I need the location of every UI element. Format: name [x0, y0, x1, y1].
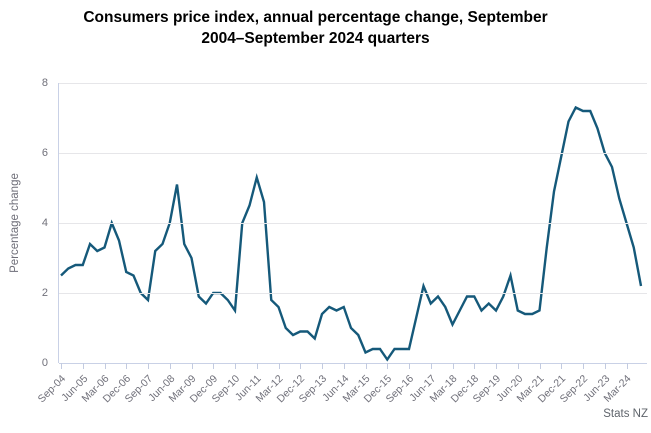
x-tick — [430, 363, 432, 369]
x-tick — [452, 363, 454, 369]
gridline — [59, 222, 647, 224]
x-tick — [126, 363, 128, 369]
chart-title-line2: 2004–September 2024 quarters — [201, 30, 430, 47]
x-tick — [496, 363, 497, 369]
x-axis-line — [59, 362, 647, 364]
y-tick-label: 6 — [41, 147, 48, 159]
x-tick — [626, 363, 628, 369]
x-tick — [61, 363, 62, 369]
y-tick-label: 0 — [41, 357, 48, 369]
x-tick — [148, 363, 149, 369]
x-tick — [365, 363, 367, 369]
plot-area — [59, 82, 647, 364]
y-tick-label: 4 — [41, 217, 48, 229]
y-tick-label: 2 — [41, 287, 48, 299]
x-tick — [561, 363, 563, 369]
y-tick-label: 8 — [41, 77, 48, 89]
x-tick — [235, 363, 236, 369]
x-tick — [604, 363, 606, 369]
gridline — [59, 292, 647, 294]
x-tick — [539, 363, 541, 369]
x-tick — [474, 363, 476, 369]
chart-title: Consumers price index, annual percentage… — [0, 7, 631, 49]
y-axis-line — [58, 83, 59, 363]
x-tick — [104, 363, 106, 369]
x-tick — [322, 363, 323, 369]
x-tick — [82, 363, 84, 369]
cpi-line — [60, 105, 643, 362]
x-tick — [583, 363, 584, 369]
x-tick — [517, 363, 519, 369]
x-tick — [256, 363, 258, 369]
x-tick — [387, 363, 389, 369]
x-tick — [343, 363, 345, 369]
x-tick — [191, 363, 193, 369]
x-tick — [300, 363, 302, 369]
x-tick — [213, 363, 215, 369]
x-tick — [278, 363, 280, 369]
cpi-line-series — [60, 105, 643, 362]
chart-title-line1: Consumers price index, annual percentage… — [83, 9, 548, 26]
x-tick — [169, 363, 171, 369]
source-attribution: Stats NZ — [603, 408, 648, 420]
x-tick — [409, 363, 410, 369]
gridline — [59, 82, 647, 84]
gridline — [59, 152, 647, 154]
